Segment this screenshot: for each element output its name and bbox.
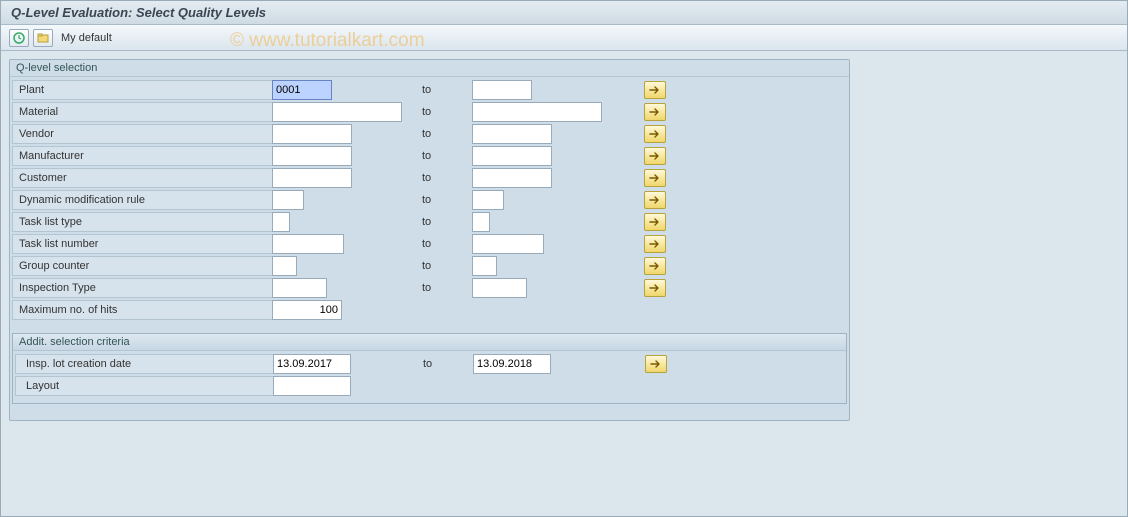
- arrow-right-icon: [649, 217, 661, 227]
- to-label: to: [422, 216, 444, 228]
- input-layout-from[interactable]: [273, 376, 351, 396]
- input-max-hits-from[interactable]: [272, 300, 342, 320]
- label-customer: Customer: [12, 168, 272, 188]
- additional-criteria-group: Addit. selection criteria Insp. lot crea…: [12, 333, 847, 404]
- folder-icon: [37, 32, 49, 44]
- label-manufacturer: Manufacturer: [12, 146, 272, 166]
- label-insp-lot-date: Insp. lot creation date: [15, 354, 273, 374]
- label-material: Material: [12, 102, 272, 122]
- field-row-layout: Layout: [15, 375, 844, 396]
- subgroup-title: Addit. selection criteria: [13, 334, 846, 351]
- input-inspection-type-from[interactable]: [272, 278, 327, 298]
- label-plant: Plant: [12, 80, 272, 100]
- label-max-hits: Maximum no. of hits: [12, 300, 272, 320]
- to-label: to: [422, 150, 444, 162]
- label-dyn-mod-rule: Dynamic modification rule: [12, 190, 272, 210]
- field-row-material: Material to: [12, 101, 847, 122]
- to-label: to: [423, 358, 445, 370]
- input-inspection-type-to[interactable]: [472, 278, 527, 298]
- field-row-manufacturer: Manufacturer to: [12, 145, 847, 166]
- input-dyn-mod-rule-from[interactable]: [272, 190, 304, 210]
- input-task-list-number-to[interactable]: [472, 234, 544, 254]
- multiple-selection-button-insp-lot-date[interactable]: [645, 355, 667, 373]
- to-label: to: [422, 282, 444, 294]
- arrow-right-icon: [649, 195, 661, 205]
- multiple-selection-button-dyn-mod-rule[interactable]: [644, 191, 666, 209]
- field-row-dyn-mod-rule: Dynamic modification rule to: [12, 189, 847, 210]
- multiple-selection-button-customer[interactable]: [644, 169, 666, 187]
- additional-rows: Insp. lot creation date to Layout: [13, 351, 846, 403]
- input-plant-from[interactable]: [272, 80, 332, 100]
- arrow-right-icon: [649, 129, 661, 139]
- multiple-selection-button-vendor[interactable]: [644, 125, 666, 143]
- arrow-right-icon: [649, 283, 661, 293]
- field-row-task-list-number: Task list number to: [12, 233, 847, 254]
- arrow-right-icon: [649, 261, 661, 271]
- input-material-to[interactable]: [472, 102, 602, 122]
- input-customer-from[interactable]: [272, 168, 352, 188]
- execute-button[interactable]: [9, 29, 29, 47]
- get-variant-button[interactable]: [33, 29, 53, 47]
- my-default-link[interactable]: My default: [61, 32, 112, 44]
- field-row-group-counter: Group counter to: [12, 255, 847, 276]
- field-row-max-hits: Maximum no. of hits: [12, 299, 847, 320]
- to-label: to: [422, 260, 444, 272]
- input-task-list-type-from[interactable]: [272, 212, 290, 232]
- field-row-inspection-type: Inspection Type to: [12, 277, 847, 298]
- to-label: to: [422, 238, 444, 250]
- label-group-counter: Group counter: [12, 256, 272, 276]
- multiple-selection-button-group-counter[interactable]: [644, 257, 666, 275]
- field-row-task-list-type: Task list type to: [12, 211, 847, 232]
- input-plant-to[interactable]: [472, 80, 532, 100]
- arrow-right-icon: [649, 239, 661, 249]
- label-task-list-number: Task list number: [12, 234, 272, 254]
- multiple-selection-button-task-list-number[interactable]: [644, 235, 666, 253]
- input-insp-lot-date-to[interactable]: [473, 354, 551, 374]
- field-row-customer: Customer to: [12, 167, 847, 188]
- label-vendor: Vendor: [12, 124, 272, 144]
- multiple-selection-button-task-list-type[interactable]: [644, 213, 666, 231]
- window-title: Q-Level Evaluation: Select Quality Level…: [1, 1, 1127, 25]
- input-customer-to[interactable]: [472, 168, 552, 188]
- application-toolbar: My default: [1, 25, 1127, 51]
- multiple-selection-button-inspection-type[interactable]: [644, 279, 666, 297]
- to-label: to: [422, 128, 444, 140]
- input-task-list-number-from[interactable]: [272, 234, 344, 254]
- multiple-selection-button-manufacturer[interactable]: [644, 147, 666, 165]
- input-dyn-mod-rule-to[interactable]: [472, 190, 504, 210]
- arrow-right-icon: [649, 173, 661, 183]
- clock-execute-icon: [13, 32, 25, 44]
- label-layout: Layout: [15, 376, 273, 396]
- input-vendor-from[interactable]: [272, 124, 352, 144]
- arrow-right-icon: [649, 107, 661, 117]
- multiple-selection-button-material[interactable]: [644, 103, 666, 121]
- group-title: Q-level selection: [10, 60, 849, 77]
- input-task-list-type-to[interactable]: [472, 212, 490, 232]
- to-label: to: [422, 84, 444, 96]
- selection-rows: PlanttoMaterialtoVendortoManufacturertoC…: [10, 77, 849, 329]
- input-insp-lot-date-from[interactable]: [273, 354, 351, 374]
- arrow-right-icon: [649, 85, 661, 95]
- to-label: to: [422, 106, 444, 118]
- field-row-plant: Plant to: [12, 79, 847, 100]
- input-vendor-to[interactable]: [472, 124, 552, 144]
- label-inspection-type: Inspection Type: [12, 278, 272, 298]
- field-row-vendor: Vendor to: [12, 123, 847, 144]
- arrow-right-icon: [649, 151, 661, 161]
- to-label: to: [422, 194, 444, 206]
- input-group-counter-to[interactable]: [472, 256, 497, 276]
- to-label: to: [422, 172, 444, 184]
- arrow-right-icon: [650, 359, 662, 369]
- input-group-counter-from[interactable]: [272, 256, 297, 276]
- input-manufacturer-from[interactable]: [272, 146, 352, 166]
- multiple-selection-button-plant[interactable]: [644, 81, 666, 99]
- q-level-selection-group: Q-level selection PlanttoMaterialtoVendo…: [9, 59, 850, 421]
- input-material-from[interactable]: [272, 102, 402, 122]
- field-row-insp-lot-date: Insp. lot creation date to: [15, 353, 844, 374]
- label-task-list-type: Task list type: [12, 212, 272, 232]
- input-manufacturer-to[interactable]: [472, 146, 552, 166]
